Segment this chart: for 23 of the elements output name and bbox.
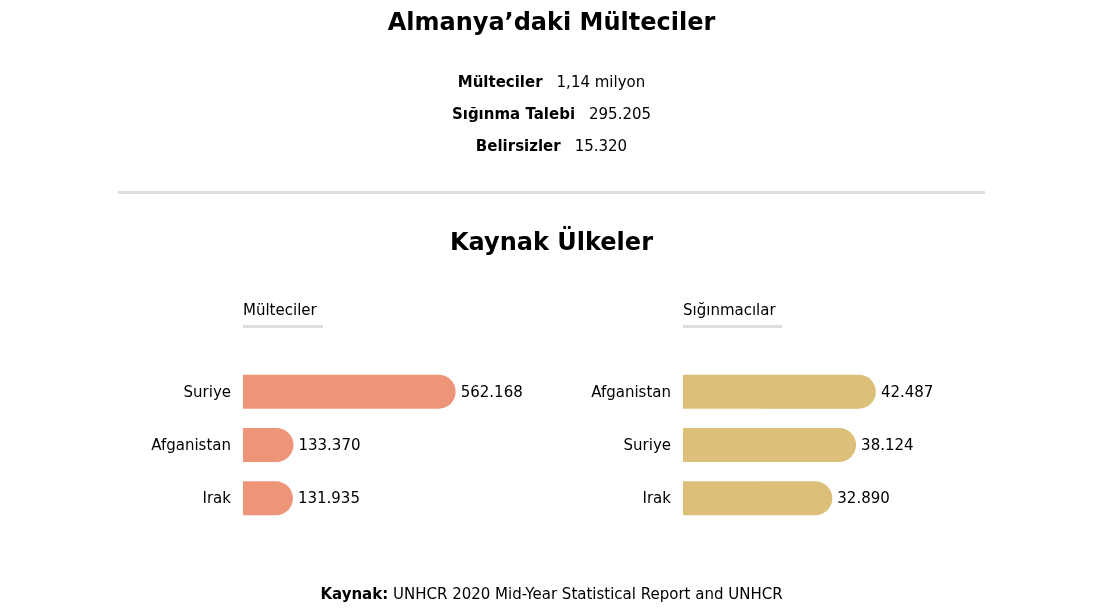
data-label: 133.370 — [298, 436, 361, 454]
text: Almanya’daki Mülteciler — [386, 8, 717, 36]
text: 15.320 — [574, 137, 628, 155]
data-label: 38.124 — [861, 436, 914, 454]
y-tick-label: Afganistan — [591, 382, 671, 401]
chart-title: Sığınmacılar — [683, 301, 782, 328]
text: Kaynak Ülkeler — [449, 228, 654, 256]
data-label: 562.168 — [460, 382, 523, 401]
data-label: 32.890 — [837, 489, 890, 508]
y-tick-label: Suriye — [623, 436, 671, 454]
y-tick-label: Afganistan — [151, 436, 231, 454]
text: 295.205 — [589, 105, 652, 123]
text: Mülteciler — [457, 73, 543, 91]
text: Belirsizler — [475, 137, 561, 155]
y-tick-label: Irak — [202, 489, 232, 508]
text: Sığınma Talebi — [451, 105, 576, 123]
data-label: 131.935 — [297, 489, 360, 508]
y-tick-label: Suriye — [183, 382, 231, 401]
text: 1,14 milyon — [556, 73, 646, 91]
data-label: 42.487 — [880, 382, 934, 401]
text: Kaynak: UNHCR 2020 Mid-Year Statistical Report and UNHCR — [319, 585, 784, 603]
y-tick-label: Irak — [642, 489, 672, 508]
chart-title: Mülteciler — [243, 301, 323, 328]
